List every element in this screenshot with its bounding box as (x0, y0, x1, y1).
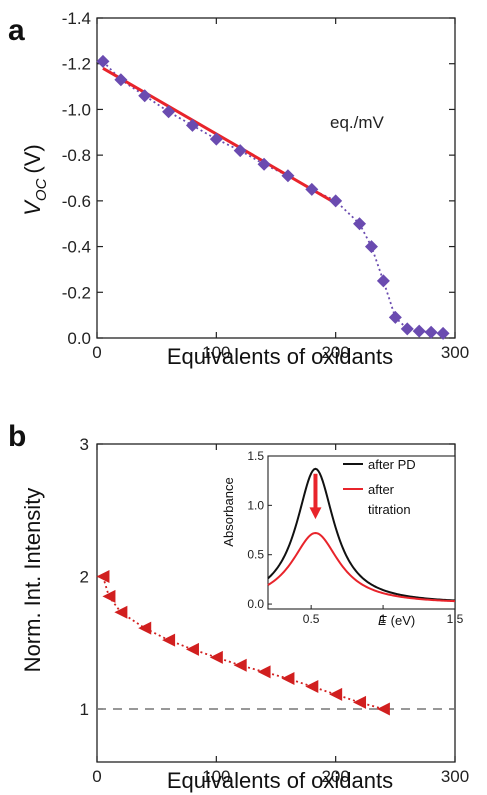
legend-label-after-pd: after PD (368, 457, 416, 472)
panel-a-y-tick-label: -1.0 (62, 100, 91, 119)
panel-a-x-tick-label: 200 (321, 343, 349, 362)
panel-b-data-point (96, 570, 110, 583)
inset-y-tick-label: 1.0 (247, 498, 264, 512)
panel-b-inset-plot: 0.5 1 1.5 0.0 0.5 1.0 1.5 (247, 449, 463, 626)
panel-b-data-point (209, 650, 223, 664)
panel-b-data-point (114, 605, 128, 619)
panel-a-y-axis-label: VOC (V) (20, 144, 50, 216)
panel-b-data-point (376, 702, 390, 716)
panel-a-data-point (281, 169, 295, 183)
panel-b-y-axis-label: Norm. Int. Intensity (20, 488, 45, 673)
panel-b-y-tick-label: 2 (80, 568, 89, 587)
panel-a-annotation: eq./mV (330, 113, 385, 132)
panel-b-x-axis-label: Equivalents of oxidants (167, 768, 393, 793)
panel-b-y-tick-label: 1 (80, 700, 89, 719)
panel-b-x-tick-label: 100 (202, 767, 230, 786)
panel-a-y-label-unit: (V) (20, 144, 45, 173)
panel-b-x-tick-label: 200 (321, 767, 349, 786)
panel-a-y-tick-label: -1.2 (62, 55, 91, 74)
panel-a-data-point (96, 54, 110, 68)
panel-b-y-tick-label: 3 (80, 435, 89, 454)
panel-a-series-line (102, 60, 444, 335)
inset-y-tick-label: 0.5 (247, 548, 264, 562)
panel-a-data-point (257, 157, 271, 171)
panel-a-data-point (185, 118, 199, 132)
inset-x-tick-label: 1 (380, 612, 387, 626)
panel-b-data-point (281, 672, 295, 686)
panel-a-data-point (138, 89, 152, 103)
panel-a-y-tick-label: -0.8 (62, 146, 91, 165)
panel-a-data-point (364, 240, 378, 254)
panel-a-label: a (8, 14, 25, 47)
inset-y-axis-label: Absorbance (221, 477, 236, 546)
legend-label-after: after (368, 482, 395, 497)
panel-a-data-point (400, 322, 414, 336)
panel-b-plot: 0 100 200 300 1 2 3 (80, 435, 470, 786)
panel-b-data-point (353, 695, 367, 709)
panel-a-y-label-sub: OC (33, 178, 50, 201)
panel-a-data-point (305, 182, 319, 196)
panel-b-data-point (305, 679, 319, 693)
panel-a-data-point (162, 105, 176, 119)
panel-b-data-point (329, 687, 343, 701)
panel-a-data-point (114, 73, 128, 87)
panel-b-data-point (185, 642, 199, 656)
inset-legend: after PD after titration (343, 457, 416, 517)
panel-a-data-point (376, 274, 390, 288)
panel-a-data-point (388, 310, 402, 324)
panel-a-data-point (209, 132, 223, 146)
legend-label-titration: titration (368, 502, 411, 517)
panel-a-data-point (353, 217, 367, 231)
inset-series-after-pd (267, 467, 456, 602)
inset-x-label-unit: (eV) (391, 613, 416, 628)
panel-b-data-point (138, 621, 152, 635)
panel-a-y-tick-label: -0.6 (62, 192, 91, 211)
panel-b-label: b (8, 420, 26, 453)
panel-a-data-point (436, 326, 450, 340)
panel-a-x-tick-label: 300 (441, 343, 469, 362)
panel-b-data-point (257, 665, 271, 679)
inset-y-tick-label: 1.5 (247, 449, 264, 463)
inset-series-after-titration (267, 531, 456, 603)
panel-a-x-tick-label: 100 (202, 343, 230, 362)
panel-a-frame (96, 17, 456, 339)
inset-y-tick-label: 0.0 (247, 597, 264, 611)
inset-x-axis-label: E (eV) (378, 613, 415, 628)
panel-a-y-label-main: V (20, 199, 45, 216)
inset-arrow-head (309, 507, 322, 520)
panel-a-data-point (412, 324, 426, 338)
panel-a-plot: 0 100 200 300 0.0 -0.2 -0.4 -0.6 -0.8 -1.0 -1.2 -1.… (62, 9, 469, 362)
panel-a-y-tick-label: -0.4 (62, 238, 91, 257)
panel-b-data-point (233, 658, 247, 672)
panel-b-data-point (102, 589, 116, 603)
panel-b-x-tick-label: 300 (441, 767, 469, 786)
panel-a-y-tick-label: -1.4 (62, 9, 91, 28)
panel-b-data-point (162, 633, 176, 647)
inset-x-label-main: E (378, 613, 387, 628)
panel-a-y-tick-label: -0.2 (62, 283, 91, 302)
inset-x-tick-label: 0.5 (303, 612, 320, 626)
panel-a-y-tick-label: 0.0 (67, 329, 91, 348)
panel-a-x-tick-label: 0 (92, 343, 101, 362)
panel-a-data-point (233, 144, 247, 158)
panel-a-x-axis-label: Equivalents of oxidants (167, 344, 393, 369)
panel-a-data-point (329, 194, 343, 208)
inset-frame (267, 455, 456, 610)
panel-b-x-tick-label: 0 (92, 767, 101, 786)
panel-a-data-point (424, 325, 438, 339)
inset-x-tick-label: 1.5 (447, 612, 464, 626)
